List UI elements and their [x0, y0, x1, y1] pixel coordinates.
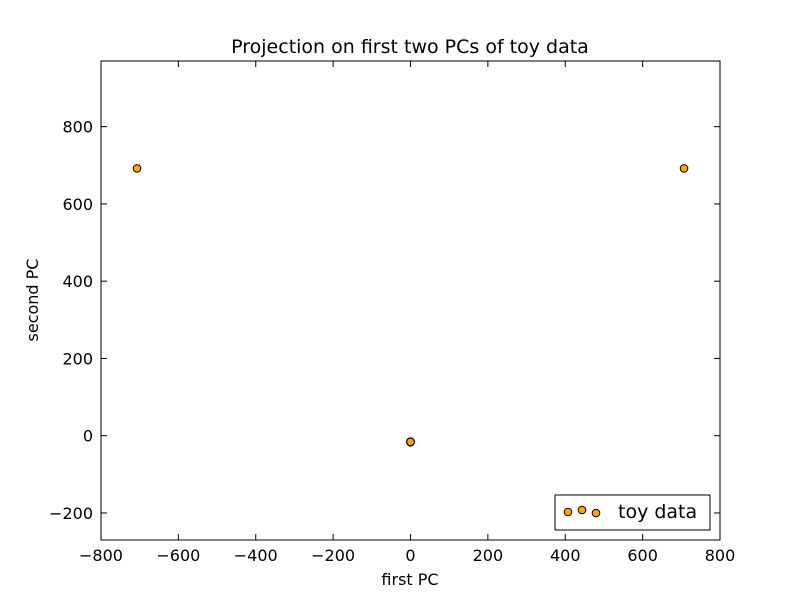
x-tick-label: −200	[311, 546, 355, 565]
legend-label: toy data	[618, 501, 697, 523]
x-tick-label: −400	[234, 546, 278, 565]
y-tick-label: 0	[83, 427, 93, 446]
y-axis-title: second PC	[23, 259, 42, 342]
legend-markers	[563, 505, 601, 518]
x-tick-label: −800	[79, 546, 123, 565]
legend-marker	[591, 508, 601, 518]
y-tick-label: 400	[62, 272, 93, 291]
x-axis-title: first PC	[381, 570, 438, 589]
data-point	[406, 437, 415, 447]
legend: toy data	[554, 494, 711, 531]
x-tick-label: 200	[473, 546, 504, 565]
y-tick-label: 200	[62, 349, 93, 368]
x-tick-label: 600	[627, 546, 658, 565]
data-point	[679, 164, 689, 173]
x-tick-label: 400	[550, 546, 581, 565]
y-tick-label: −200	[49, 504, 93, 523]
legend-marker	[577, 505, 587, 515]
data-point	[132, 164, 142, 173]
y-tick-label: 800	[62, 118, 93, 137]
x-tick-label: −600	[156, 546, 200, 565]
axis-ticks	[100, 61, 721, 540]
plot-content	[132, 164, 689, 447]
plot-frame	[100, 60, 721, 541]
x-tick-label: 800	[705, 546, 736, 565]
tick-labels: −800 −600 −400 −200 0 200 400 600 800 −200 0 200 400…	[49, 118, 735, 565]
legend-marker	[563, 507, 573, 517]
x-tick-label: 0	[405, 546, 415, 565]
chart-title: Projection on first two PCs of toy data	[231, 36, 589, 58]
y-tick-label: 600	[62, 195, 93, 214]
